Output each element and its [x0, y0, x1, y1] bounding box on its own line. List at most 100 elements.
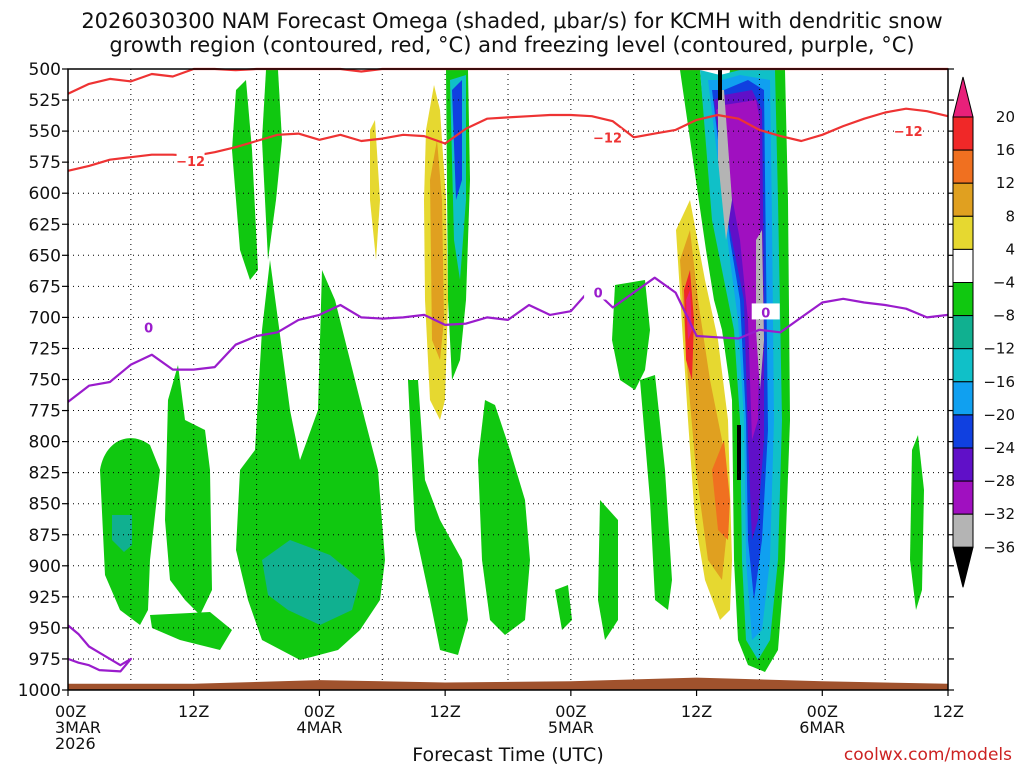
colorbar-label: 8 — [1005, 207, 1015, 225]
omega-region-green — [612, 280, 650, 390]
omega-region-green — [640, 375, 672, 610]
x-tick-label: 12Z — [933, 702, 964, 721]
omega-region-teal — [112, 515, 132, 552]
colorbar-label: −36 — [983, 538, 1015, 556]
colorbar: 20 16 12 8 4 −4 −8 −12 −16 −20 −24 −28 −32 −36 — [952, 76, 1015, 588]
y-tick-label: 725 — [29, 339, 61, 359]
y-tick-label: 650 — [29, 246, 61, 266]
y-tick-label: 800 — [29, 433, 61, 453]
contour-label-bg — [584, 283, 613, 300]
colorbar-label: −4 — [993, 274, 1015, 292]
colorbar-segment — [952, 480, 974, 515]
contour-label: −12 — [593, 131, 622, 146]
chart-title-line-2: growth region (contoured, red, °C) and f… — [109, 33, 914, 57]
y-tick-label: 500 — [29, 60, 61, 80]
colorbar-label: −8 — [993, 307, 1015, 325]
omega-region-green — [232, 80, 258, 280]
colorbar-label: 20 — [996, 108, 1015, 126]
x-tick-label: 00Z — [304, 702, 335, 721]
y-tick-label: 850 — [29, 495, 61, 515]
colorbar-segment — [952, 116, 974, 151]
contour-labels: −12 −12 −12 0 0 0 — [134, 122, 923, 336]
y-tick-label: 975 — [29, 650, 61, 670]
omega-region-orange — [712, 440, 730, 540]
colorbar-label: −20 — [983, 406, 1015, 424]
colorbar-segment — [952, 248, 974, 283]
y-tick-label: 575 — [29, 153, 61, 173]
omega-region-green — [408, 380, 468, 655]
colorbar-segment — [952, 182, 974, 217]
colorbar-top-arrow — [952, 76, 974, 118]
x-tick-label: 00Z — [555, 702, 586, 721]
x-tick-label: 00Z — [807, 702, 838, 721]
colorbar-segment — [952, 513, 974, 548]
omega-region-yellow — [370, 120, 380, 260]
contour-label-bg — [751, 303, 780, 320]
terrain-surface — [68, 677, 948, 690]
contour-line-3 — [67, 624, 132, 673]
contour-label: 0 — [144, 321, 153, 336]
omega-region-black — [718, 70, 722, 100]
x-tick-label: 12Z — [178, 702, 209, 721]
omega-region-gray — [718, 90, 732, 240]
colorbar-segment — [952, 315, 974, 350]
omega-region-teal — [262, 540, 360, 625]
y-tick-label: 550 — [29, 122, 61, 142]
colorbar-label: 4 — [1005, 240, 1015, 258]
y-tick-label: 925 — [29, 588, 61, 608]
colorbar-segment — [952, 447, 974, 482]
omega-region-green — [478, 400, 530, 635]
omega-region-green — [150, 612, 232, 650]
colorbar-label: −32 — [983, 505, 1015, 523]
x-tick-label: 5MAR — [548, 718, 594, 737]
y-tick-label: 750 — [29, 371, 61, 391]
contour-label-bg — [894, 122, 923, 139]
contour-label: −12 — [894, 125, 923, 140]
contour-line-1 — [67, 107, 949, 172]
contour-line-2 — [67, 276, 949, 403]
y-tick-label: 1000 — [18, 681, 61, 701]
x-tick-label: 3MAR — [55, 718, 101, 737]
omega-region-green — [555, 585, 572, 630]
colorbar-segment — [952, 348, 974, 383]
x-tick-label: 12Z — [681, 702, 712, 721]
colorbar-label: −24 — [983, 439, 1015, 457]
omega-region-magenta — [716, 100, 760, 440]
colorbar-segment — [952, 414, 974, 449]
y-tick-label: 675 — [29, 277, 61, 297]
contour-label: 0 — [594, 287, 603, 302]
colorbar-segment — [952, 282, 974, 317]
colorbar-bottom-arrow — [952, 546, 974, 588]
colorbar-label: −28 — [983, 472, 1015, 490]
omega-region-black — [737, 425, 741, 480]
omega-region-green — [165, 365, 212, 615]
y-tick-label: 625 — [29, 215, 61, 235]
x-tick-label: 00Z — [55, 702, 86, 721]
colorbar-label: −12 — [983, 340, 1015, 358]
colorbar-label: 12 — [996, 174, 1015, 192]
y-tick-label: 775 — [29, 402, 61, 422]
x-tick-label: 6MAR — [799, 718, 845, 737]
y-axis-ticks: 500 525 550 575 600 625 650 675 700 725 750 775 800 8… — [18, 60, 954, 701]
omega-region-orange — [430, 140, 444, 360]
y-tick-label: 875 — [29, 526, 61, 546]
contour-label: −12 — [176, 155, 205, 170]
colorbar-label: −16 — [983, 373, 1015, 391]
colorbar-segment — [952, 381, 974, 416]
source-credit: coolwx.com/models — [844, 745, 1012, 765]
y-tick-label: 900 — [29, 557, 61, 577]
y-tick-label: 700 — [29, 308, 61, 328]
x-tick-label: 12Z — [429, 702, 460, 721]
contour-label: 0 — [761, 306, 770, 321]
y-tick-label: 525 — [29, 91, 61, 111]
colorbar-label: 16 — [996, 141, 1015, 159]
y-tick-label: 600 — [29, 184, 61, 204]
omega-region-green — [262, 70, 282, 260]
contour-label-bg — [176, 151, 205, 168]
contour-label-bg — [134, 318, 163, 335]
colorbar-segment — [952, 215, 974, 250]
chart-title-line-1: 2026030300 NAM Forecast Omega (shaded, μ… — [81, 9, 942, 33]
omega-region-blue — [452, 80, 462, 200]
